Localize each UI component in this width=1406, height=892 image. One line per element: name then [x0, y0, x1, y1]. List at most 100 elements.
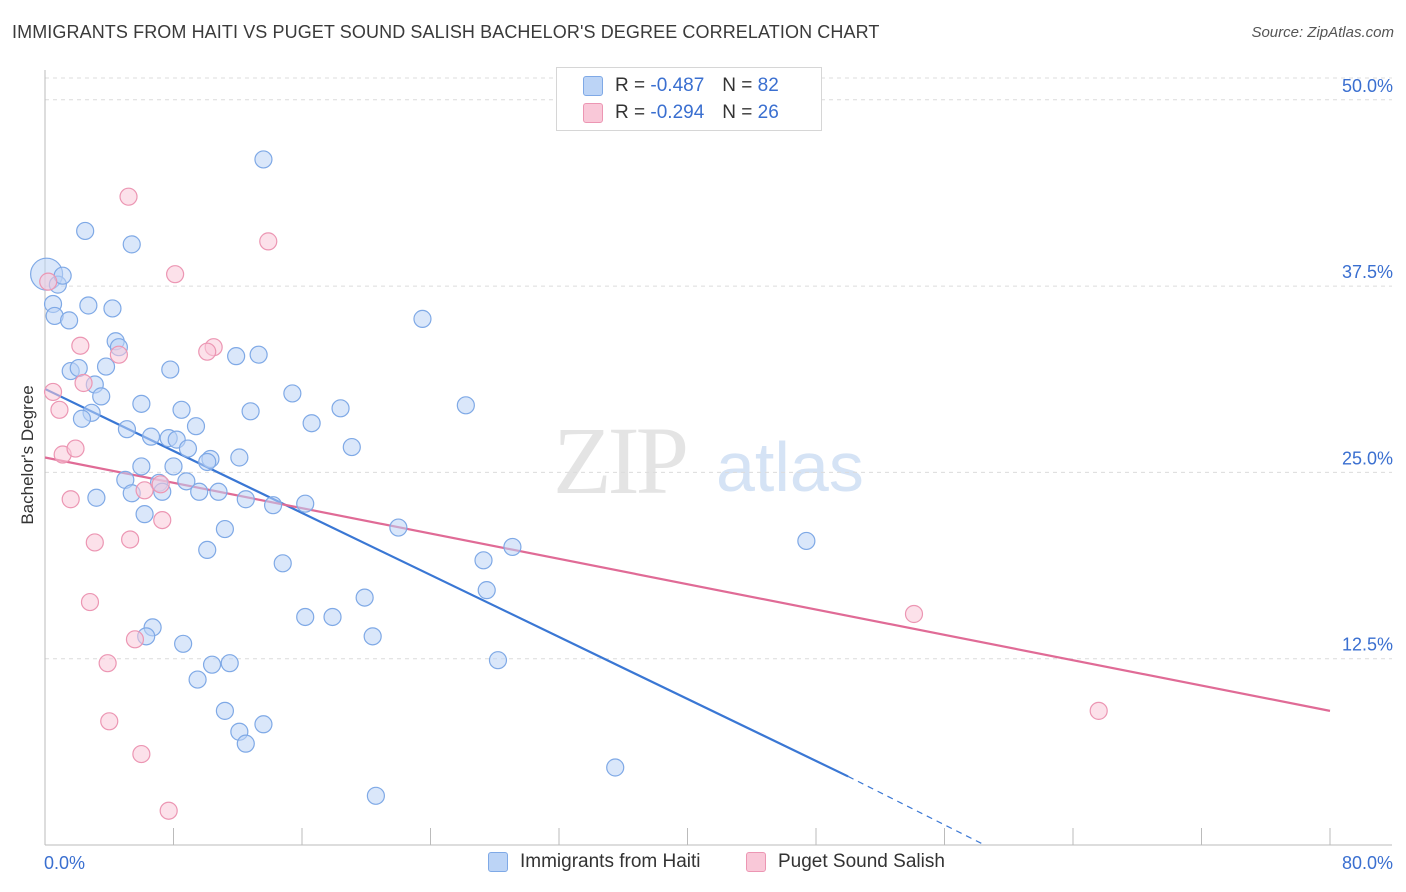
- point-haiti: [122, 235, 141, 254]
- point-salish: [39, 272, 58, 291]
- legend-r-value: -0.294: [650, 102, 705, 123]
- point-haiti: [331, 399, 350, 418]
- point-haiti: [198, 540, 217, 560]
- point-haiti: [488, 651, 508, 670]
- point-haiti: [273, 554, 292, 573]
- y-tick-label: 37.5%: [1342, 262, 1393, 282]
- legend-n-value: 26: [757, 102, 779, 123]
- point-haiti: [302, 414, 321, 433]
- point-haiti: [188, 670, 207, 689]
- x-tick-label-max: 80.0%: [1342, 853, 1393, 873]
- point-haiti: [474, 551, 493, 570]
- chart-source: Source: ZipAtlas.com: [1251, 24, 1394, 41]
- point-haiti: [190, 482, 209, 501]
- point-haiti: [132, 394, 151, 413]
- point-haiti: [249, 345, 268, 364]
- point-salish: [125, 630, 145, 649]
- point-haiti: [220, 654, 239, 673]
- point-haiti: [355, 588, 374, 607]
- point-salish: [151, 475, 170, 494]
- point-haiti: [178, 439, 198, 458]
- y-axis-label: Bachelor's Degree: [18, 385, 37, 525]
- point-salish: [166, 265, 185, 284]
- point-haiti: [296, 494, 315, 513]
- legend-row-haiti: R = -0.487 N = 82: [583, 74, 779, 98]
- point-haiti: [215, 701, 234, 720]
- point-haiti: [227, 347, 246, 366]
- point-haiti: [363, 627, 382, 646]
- point-haiti: [132, 457, 151, 476]
- point-salish: [135, 481, 154, 500]
- bottom-legend-label-salish: Puget Sound Salish: [778, 851, 945, 872]
- point-salish: [159, 801, 178, 820]
- data-points: [30, 150, 1108, 820]
- point-salish: [259, 232, 278, 251]
- legend-n-label: N =: [722, 102, 753, 123]
- legend-n-label: N =: [722, 75, 753, 96]
- point-salish: [198, 342, 217, 361]
- gridlines: [45, 77, 1392, 660]
- point-haiti: [477, 581, 496, 600]
- point-haiti: [283, 384, 302, 403]
- point-salish: [71, 336, 90, 355]
- point-salish: [121, 530, 140, 549]
- point-salish: [119, 187, 138, 206]
- legend-r-value: -0.487: [650, 75, 705, 96]
- point-haiti: [174, 634, 193, 653]
- bottom-legend-label-haiti: Immigrants from Haiti: [520, 851, 701, 872]
- legend-r-label: R =: [615, 75, 646, 96]
- point-haiti: [135, 505, 154, 524]
- bottom-legend-swatch-salish: [746, 852, 766, 872]
- point-haiti: [186, 417, 206, 436]
- point-haiti: [164, 457, 183, 476]
- watermark-zip: ZIP: [553, 407, 686, 514]
- point-haiti: [366, 786, 385, 805]
- y-tick-label: 25.0%: [1342, 448, 1393, 468]
- point-haiti: [215, 519, 234, 539]
- trendline-salish: [44, 456, 1331, 712]
- point-haiti: [202, 655, 222, 674]
- bottom-legend-salish: Puget Sound Salish: [746, 851, 945, 873]
- point-haiti: [797, 531, 816, 551]
- correlation-legend: R = -0.487 N = 82 R = -0.294 N = 26: [556, 67, 822, 131]
- watermark-atlas: atlas: [716, 428, 864, 506]
- point-haiti: [413, 309, 432, 328]
- point-haiti: [72, 409, 92, 428]
- point-salish: [100, 712, 119, 731]
- point-haiti: [141, 427, 161, 446]
- point-salish: [43, 382, 63, 402]
- watermark: ZIP atlas: [553, 407, 864, 514]
- tick-labels: 12.5% 25.0% 37.5% 50.0% 0.0% 80.0%: [44, 76, 1393, 873]
- point-salish: [66, 439, 85, 458]
- trendline-haiti: [44, 387, 849, 778]
- point-haiti: [263, 496, 283, 515]
- bottom-legend-haiti: Immigrants from Haiti: [488, 851, 701, 873]
- point-haiti: [209, 482, 228, 501]
- point-haiti: [103, 299, 122, 318]
- point-salish: [98, 654, 117, 673]
- point-salish: [109, 345, 128, 364]
- point-haiti: [230, 448, 249, 467]
- chart-title: IMMIGRANTS FROM HAITI VS PUGET SOUND SAL…: [12, 22, 880, 42]
- point-salish: [74, 373, 93, 393]
- point-haiti: [79, 296, 98, 315]
- point-haiti: [254, 715, 273, 734]
- x-tick-label-min: 0.0%: [44, 853, 85, 873]
- point-haiti: [236, 490, 255, 509]
- point-haiti: [342, 437, 361, 457]
- legend-n-value: 82: [757, 75, 779, 96]
- point-haiti: [254, 150, 273, 169]
- point-salish: [1089, 701, 1108, 720]
- point-salish: [904, 604, 924, 624]
- legend-r-label: R =: [615, 102, 646, 123]
- point-haiti: [172, 400, 191, 419]
- point-haiti: [161, 360, 180, 379]
- point-haiti: [87, 488, 106, 507]
- trendline-extension-haiti: [847, 775, 985, 846]
- point-salish: [50, 400, 69, 419]
- point-salish: [61, 490, 80, 509]
- point-haiti: [241, 402, 260, 421]
- point-haiti: [198, 452, 217, 472]
- y-tick-label: 12.5%: [1342, 635, 1393, 655]
